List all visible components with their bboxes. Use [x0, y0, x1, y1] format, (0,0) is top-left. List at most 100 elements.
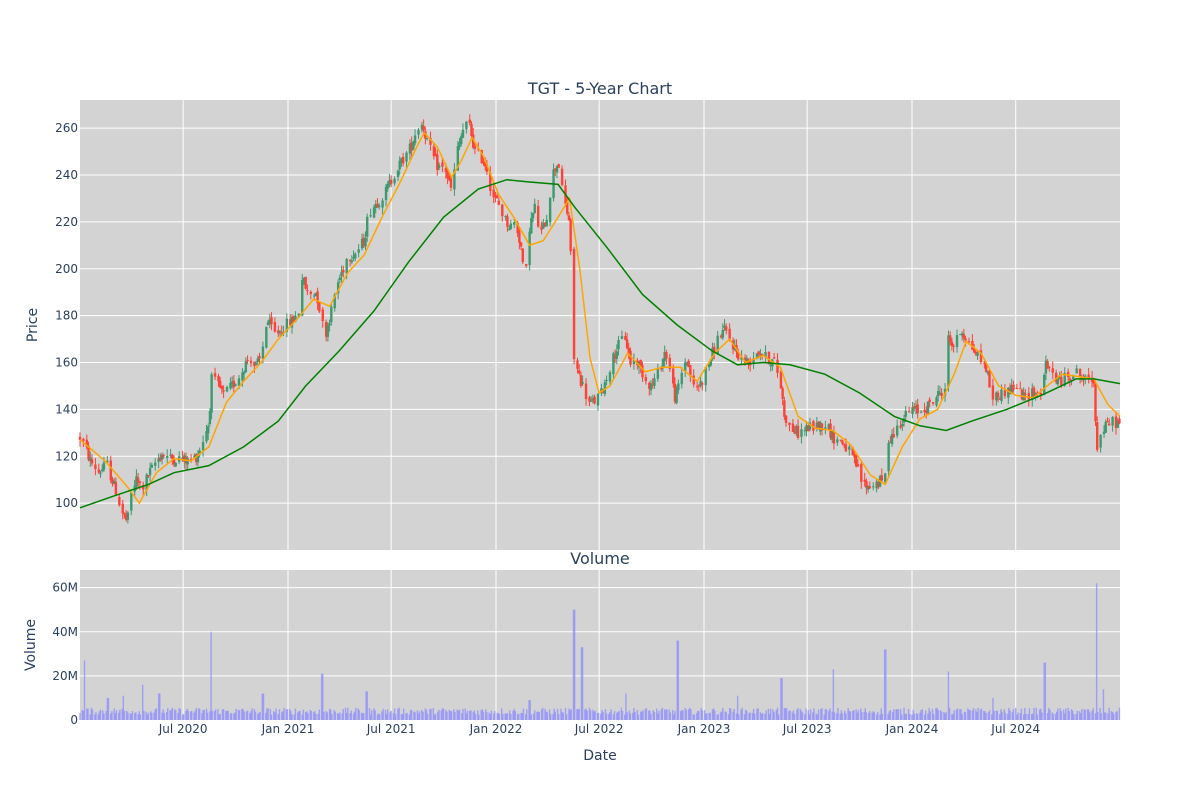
candle-body	[102, 462, 106, 470]
volume-bar	[565, 714, 568, 720]
volume-bar	[406, 712, 408, 720]
volume-y-tick-label: 20M	[52, 669, 78, 683]
volume-bar	[121, 708, 123, 720]
volume-bar	[137, 714, 139, 720]
candle-body	[350, 260, 354, 263]
volume-bar	[618, 711, 620, 720]
volume-bar	[584, 709, 586, 720]
volume-bar	[522, 708, 525, 720]
volume-bar	[357, 708, 359, 720]
candle-body	[360, 238, 364, 249]
volume-bar	[516, 713, 519, 720]
candle-body	[557, 164, 560, 168]
volume-bar	[534, 710, 536, 720]
volume-bar	[716, 714, 718, 720]
volume-bar	[1086, 709, 1089, 720]
candle-body	[995, 392, 998, 401]
volume-bar	[645, 708, 648, 720]
volume-bar	[1062, 709, 1065, 720]
volume-bar	[789, 710, 791, 720]
volume-bar	[961, 713, 963, 720]
volume-bar	[749, 712, 751, 720]
volume-bar	[761, 712, 764, 720]
volume-bar	[258, 712, 260, 720]
candle-body	[292, 316, 295, 323]
volume-bar	[845, 713, 847, 720]
volume-bar	[769, 708, 772, 720]
volume-bar	[658, 710, 660, 720]
candle-body	[302, 277, 306, 281]
candle-body	[266, 322, 270, 326]
volume-bar	[585, 708, 587, 720]
volume-bar	[885, 649, 887, 720]
candle-body	[984, 363, 988, 372]
candle-body	[273, 322, 277, 332]
date-x-tick-label: Jan 2023	[677, 722, 731, 736]
volume-bar	[457, 710, 460, 720]
volume-bar	[722, 707, 724, 720]
candle-body	[1027, 392, 1031, 400]
volume-bar	[709, 712, 711, 720]
volume-bar	[895, 709, 897, 720]
candle-body	[1075, 368, 1078, 374]
candle-body	[270, 317, 273, 325]
volume-bar	[641, 711, 643, 720]
volume-bar	[939, 710, 942, 720]
volume-bar	[576, 709, 578, 720]
candle-body	[301, 280, 304, 316]
volume-bar	[1049, 709, 1051, 720]
volume-bar	[500, 708, 503, 720]
candle-body	[979, 350, 983, 363]
price-y-tick-label: 160	[55, 356, 78, 370]
candle-body	[589, 400, 593, 402]
volume-bar	[620, 707, 623, 720]
volume-bar	[984, 711, 986, 720]
candle-body	[584, 383, 588, 399]
candle-body	[485, 164, 489, 172]
volume-bar	[610, 709, 612, 720]
volume-bar	[113, 708, 115, 720]
volume-bar	[122, 695, 125, 720]
candle-body	[1019, 388, 1022, 390]
volume-bar	[477, 710, 479, 720]
volume-bar	[504, 713, 506, 720]
candle-body	[819, 421, 822, 432]
volume-bar	[249, 713, 251, 720]
volume-bar	[429, 709, 431, 720]
candle-body	[396, 170, 400, 178]
volume-bar	[1016, 714, 1018, 720]
candle-body	[364, 238, 367, 247]
volume-bar	[217, 708, 219, 720]
volume-bar	[904, 713, 906, 720]
volume-bar	[963, 711, 966, 720]
volume-bar	[612, 714, 615, 720]
volume-bar	[1038, 709, 1041, 720]
volume-bar	[596, 712, 599, 720]
candle-body	[820, 423, 824, 431]
candle-body	[839, 439, 842, 441]
volume-bar	[89, 714, 91, 720]
volume-bar	[548, 709, 551, 720]
candle-body	[860, 464, 863, 482]
volume-bar	[246, 710, 249, 720]
volume-bar	[1097, 711, 1099, 720]
volume-bar	[254, 711, 257, 720]
volume-bar	[456, 709, 458, 720]
candle-body	[542, 222, 545, 229]
price-gridlines	[80, 100, 1120, 550]
candle-body	[509, 223, 513, 229]
volume-bar	[586, 710, 588, 720]
volume-bar	[115, 710, 118, 720]
volume-bar	[1000, 709, 1002, 720]
volume-bar	[1033, 707, 1035, 720]
candle-body	[135, 476, 138, 487]
candle-body	[109, 460, 112, 481]
candle-body	[566, 201, 569, 214]
price-y-tick-label: 120	[55, 449, 78, 463]
volume-bar	[155, 708, 158, 720]
volume-bar	[883, 649, 886, 720]
candle-body	[554, 168, 557, 171]
volume-bar	[628, 710, 631, 720]
volume-bar	[173, 709, 176, 720]
candle-body	[446, 171, 449, 178]
